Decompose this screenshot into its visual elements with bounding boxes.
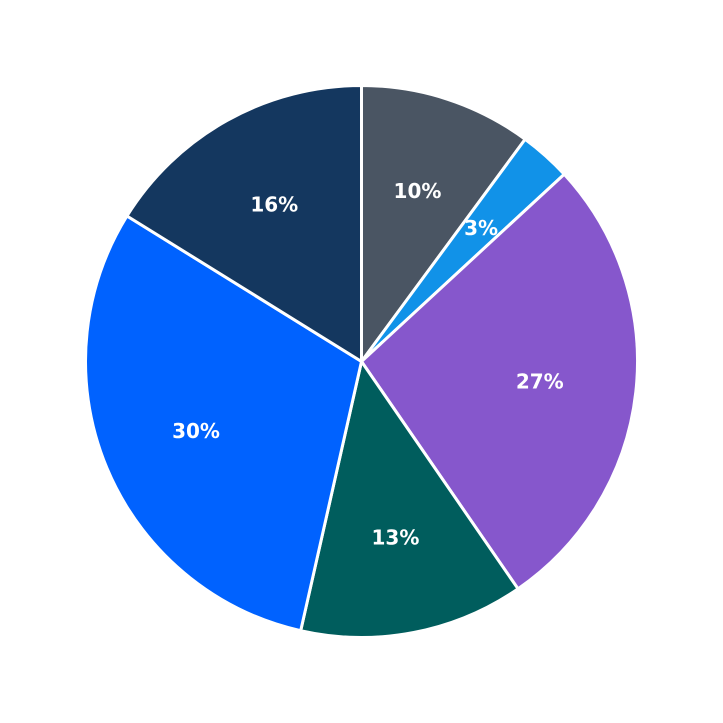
slice-navy — [125, 84, 363, 363]
slice-gray — [360, 84, 527, 363]
slice-label: 13% — [372, 526, 420, 550]
slice-label: 3% — [464, 216, 498, 240]
slice-label: 10% — [394, 179, 442, 203]
slice-label: 16% — [250, 193, 298, 217]
pie-slices — [84, 84, 639, 639]
slice-purple — [360, 172, 639, 591]
slice-teal — [299, 360, 520, 639]
slice-label: 27% — [516, 369, 564, 393]
pie-labels: 10% 3% 27% 13% 30% 16% — [172, 179, 564, 550]
slice-label: 30% — [172, 419, 220, 443]
